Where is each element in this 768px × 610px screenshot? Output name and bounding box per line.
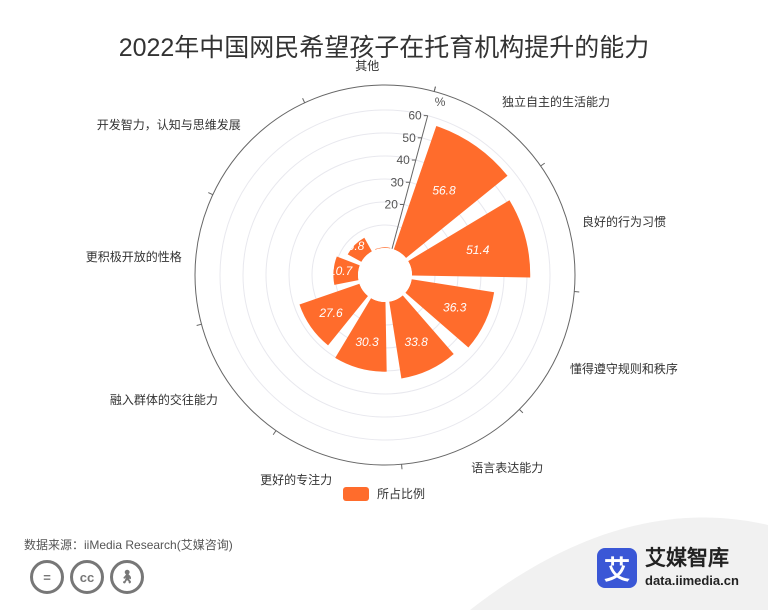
outer-ring	[194, 84, 576, 466]
brand: 艾 艾媒智库 data.iimedia.cn	[597, 548, 739, 588]
bar-value-label: 36.3	[443, 301, 467, 315]
radial-tick-label: 40	[396, 153, 410, 167]
bar-layer	[299, 125, 531, 379]
bar-sector	[389, 295, 454, 379]
brand-url: data.iimedia.cn	[645, 573, 739, 588]
legend-label: 所占比例	[377, 487, 426, 501]
angle-tick	[540, 162, 546, 167]
bar-value-label: 27.6	[318, 306, 343, 320]
brand-logo: 艾	[597, 548, 637, 588]
bar-value-label: 33.8	[404, 335, 428, 349]
category-label: 更积极开放的性格	[86, 249, 182, 264]
category-label: 语言表达能力	[471, 461, 543, 475]
label-layer: 20 30 40 50 60% 56.8 独立自主的生活能力 51.4 良好的行为习惯 36.3 懂…	[86, 59, 678, 487]
category-label: 独立自主的生活能力	[502, 94, 610, 109]
radial-tick-label: 20	[385, 197, 399, 211]
bar-sector	[347, 237, 372, 262]
bar-value-label: 30.3	[355, 335, 379, 349]
bar-sector	[375, 247, 391, 250]
bar-value-label: 56.8	[432, 184, 456, 198]
bar-sector	[408, 200, 531, 278]
brand-name: 艾媒智库	[645, 547, 729, 570]
license-icons: = cc 🚶︎	[30, 560, 144, 594]
grid-circle	[219, 109, 551, 441]
angle-tick	[433, 86, 436, 92]
category-label: 良好的行为习惯	[582, 214, 666, 229]
radial-tick-label: 30	[390, 175, 404, 189]
category-label: 融入群体的交往能力	[110, 392, 218, 407]
angle-tick	[518, 408, 524, 414]
bar-sector	[335, 298, 387, 372]
person-icon: 🚶︎	[110, 560, 144, 594]
bar-sector	[299, 283, 369, 346]
bar-sector	[405, 279, 495, 348]
angle-tick	[272, 430, 277, 436]
bar-value-label: 6.8	[348, 239, 365, 253]
bar-sector	[333, 256, 360, 285]
bar-value-label: 0.3	[373, 227, 390, 241]
bar-value-label: 10.7	[329, 264, 354, 278]
angle-tick	[302, 98, 306, 104]
angle-tick	[208, 192, 214, 196]
radial-tick-label: 50	[402, 131, 416, 145]
category-label: 其他	[355, 59, 379, 73]
source-note: 数据来源：iiMedia Research(艾媒咨询)	[24, 538, 233, 552]
category-label: 开发智力，认知与思维发展	[97, 117, 241, 132]
bar-value-label: 51.4	[466, 243, 490, 257]
cc-icon: cc	[70, 560, 104, 594]
legend[interactable]: 所占比例	[343, 485, 425, 502]
angle-tick	[196, 323, 202, 326]
bar-sector	[393, 125, 508, 259]
legend-swatch	[343, 486, 369, 501]
radial-unit-label: %	[435, 95, 446, 109]
category-label: 更好的专注力	[260, 472, 332, 487]
equals-icon: =	[30, 560, 64, 594]
category-label: 懂得遵守规则和秩序	[570, 361, 678, 376]
radial-tick-label: 60	[408, 109, 422, 123]
center-hole	[358, 248, 412, 302]
chart-title: 2022年中国网民希望孩子在托育机构提升的能力	[118, 34, 650, 62]
